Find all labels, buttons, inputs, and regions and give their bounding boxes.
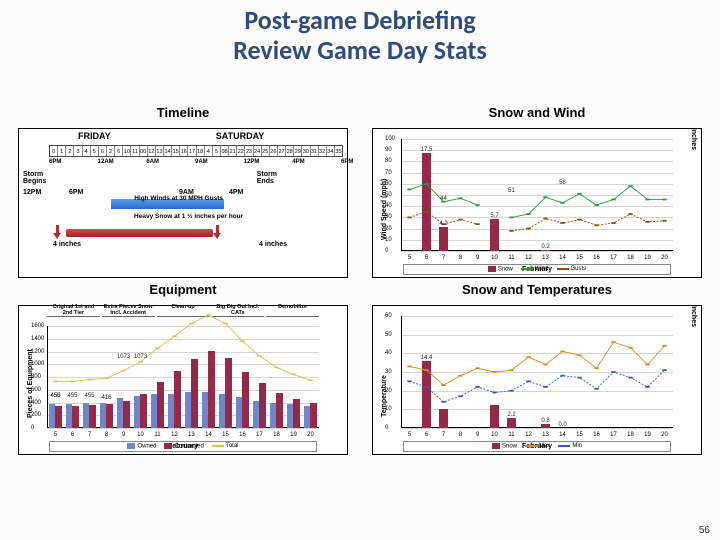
panel-snow-temp: 0102030405060567891011121314151617181920… [372, 305, 702, 455]
panel-equipment: Original 1st and 2nd TierExtra Pieces Sn… [18, 305, 348, 455]
heading-snow-wind: Snow and Wind [372, 105, 702, 124]
heading-timeline: Timeline [18, 105, 348, 124]
title-line-2: Review Game Day Stats [0, 36, 720, 66]
panel-snow-wind: 0102030405060708090100567891011121314151… [372, 128, 702, 278]
chart-grid: Timeline Snow and Wind 01234562610110012… [18, 105, 702, 455]
timeline-hour-cells: 0123456261011001213141516171845082122232… [49, 145, 343, 157]
heading-equipment: Equipment [18, 282, 348, 301]
slide-number: 56 [699, 525, 710, 536]
heading-snow-temp: Snow and Temperatures [372, 282, 702, 301]
title-line-1: Post-game Debriefing [0, 6, 720, 36]
panel-timeline: 0123456261011001213141516171845082122232… [18, 128, 348, 278]
slide-title: Post-game Debriefing Review Game Day Sta… [0, 0, 720, 66]
